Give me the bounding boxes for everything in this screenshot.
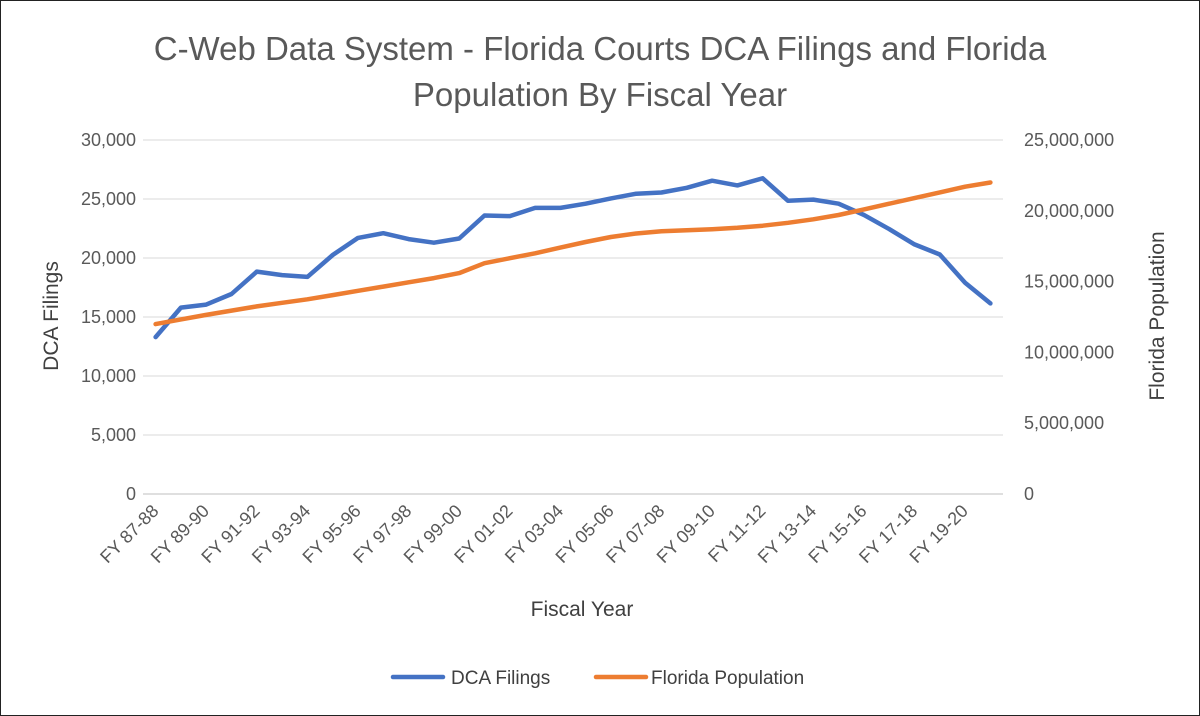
y-axis-title: DCA Filings	[40, 261, 63, 371]
y2-tick-label: 10,000,000	[1024, 342, 1114, 362]
y2-axis-title: Florida Population	[1146, 231, 1169, 400]
x-axis-title: Fiscal Year	[531, 598, 634, 621]
series-lines	[153, 176, 993, 340]
y-tick-label: 10,000	[81, 366, 136, 386]
series-line-dca-filings	[153, 176, 993, 340]
y2-tick-label: 25,000,000	[1024, 130, 1114, 150]
y-tick-label: 15,000	[81, 307, 136, 327]
y2-tick-label: 20,000,000	[1024, 201, 1114, 221]
y2-tick-label: 15,000,000	[1024, 272, 1114, 292]
legend-label-dca-filings: DCA Filings	[451, 668, 550, 689]
gridlines	[143, 139, 1003, 495]
y2-axis-ticks: 0 5,000,000 10,000,000 15,000,000 20,000,000…	[1024, 130, 1114, 504]
y-tick-label: 20,000	[81, 248, 136, 268]
y-tick-label: 25,000	[81, 189, 136, 209]
legend-label-florida-population: Florida Population	[651, 668, 804, 689]
y-tick-label: 30,000	[81, 130, 136, 150]
y2-tick-label: 0	[1024, 484, 1034, 504]
y2-tick-label: 5,000,000	[1024, 413, 1104, 433]
legend: DCA Filings Florida Population	[390, 668, 804, 689]
chart-title: C-Web Data System - Florida Courts DCA F…	[153, 30, 1047, 113]
y-tick-label: 5,000	[91, 425, 136, 445]
y-tick-label: 0	[126, 484, 136, 504]
y-axis-ticks: 0 5,000 10,000 15,000 20,000 25,000 30,000	[81, 130, 136, 504]
series-line-florida-population	[153, 180, 993, 327]
